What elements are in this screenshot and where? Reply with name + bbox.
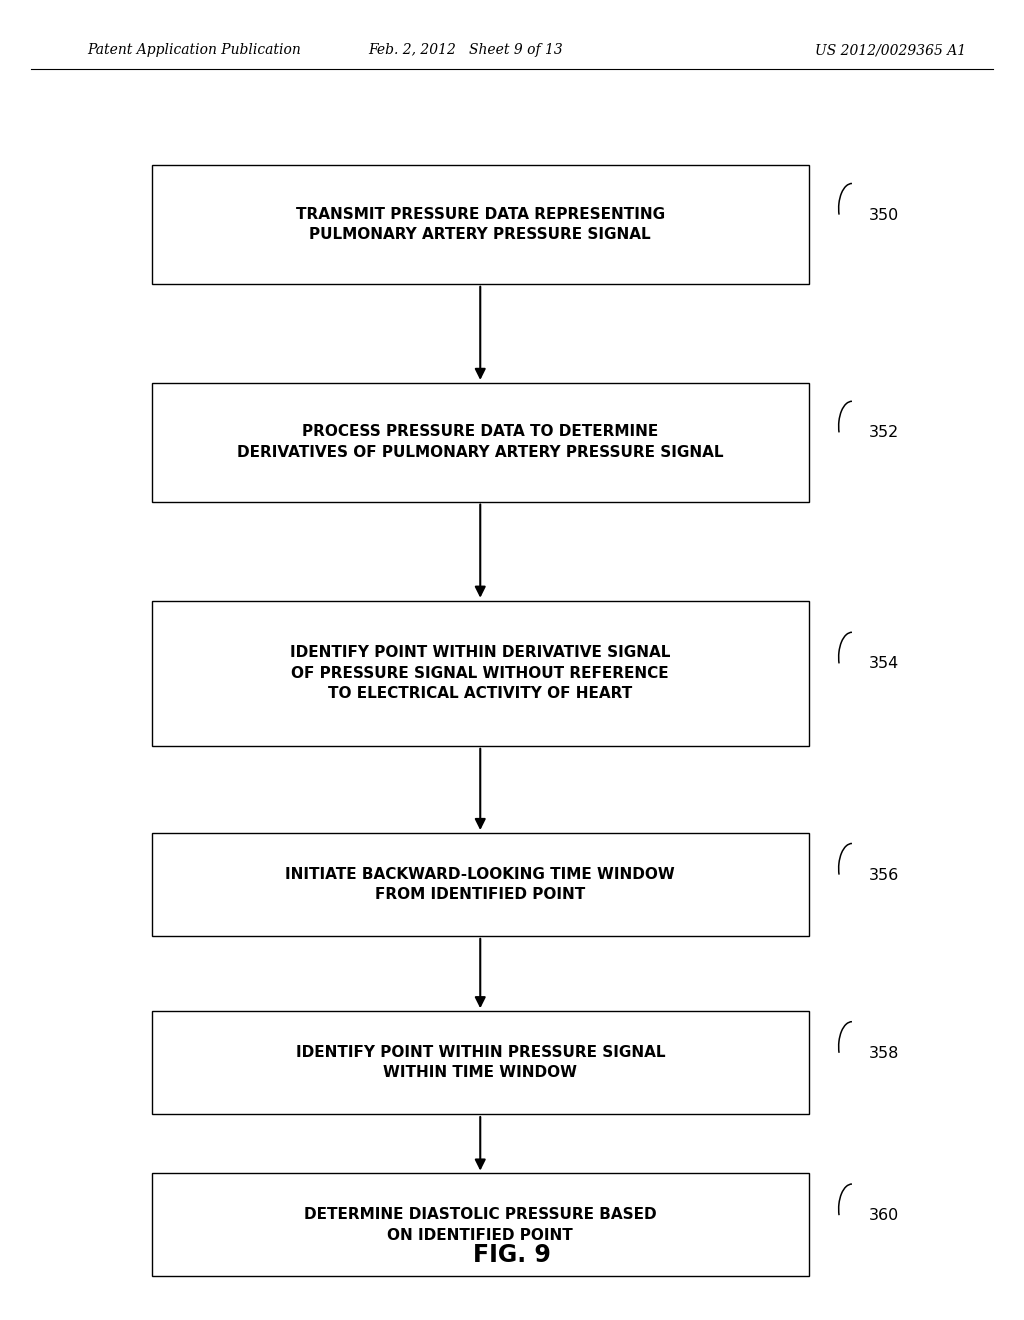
- Bar: [152, 165, 809, 284]
- FancyArrowPatch shape: [476, 504, 484, 595]
- Text: 358: 358: [868, 1045, 899, 1061]
- FancyArrowPatch shape: [476, 1117, 484, 1168]
- FancyArrowPatch shape: [476, 939, 484, 1006]
- Text: Patent Application Publication: Patent Application Publication: [87, 44, 301, 57]
- Bar: [152, 833, 809, 936]
- Text: DETERMINE DIASTOLIC PRESSURE BASED
ON IDENTIFIED POINT: DETERMINE DIASTOLIC PRESSURE BASED ON ID…: [304, 1208, 656, 1242]
- Text: 350: 350: [868, 207, 899, 223]
- Text: 360: 360: [868, 1208, 899, 1224]
- Bar: [152, 1011, 809, 1114]
- Text: PROCESS PRESSURE DATA TO DETERMINE
DERIVATIVES OF PULMONARY ARTERY PRESSURE SIGN: PROCESS PRESSURE DATA TO DETERMINE DERIV…: [237, 425, 724, 459]
- FancyArrowPatch shape: [476, 748, 484, 828]
- Text: 356: 356: [868, 867, 899, 883]
- Text: 352: 352: [868, 425, 899, 441]
- Bar: [152, 1173, 809, 1276]
- Text: FIG. 9: FIG. 9: [473, 1243, 551, 1267]
- Text: US 2012/0029365 A1: US 2012/0029365 A1: [815, 44, 967, 57]
- Text: IDENTIFY POINT WITHIN PRESSURE SIGNAL
WITHIN TIME WINDOW: IDENTIFY POINT WITHIN PRESSURE SIGNAL WI…: [296, 1045, 665, 1080]
- Bar: [152, 383, 809, 502]
- FancyArrowPatch shape: [476, 286, 484, 378]
- Text: INITIATE BACKWARD-LOOKING TIME WINDOW
FROM IDENTIFIED POINT: INITIATE BACKWARD-LOOKING TIME WINDOW FR…: [286, 867, 675, 902]
- Bar: [152, 601, 809, 746]
- Text: TRANSMIT PRESSURE DATA REPRESENTING
PULMONARY ARTERY PRESSURE SIGNAL: TRANSMIT PRESSURE DATA REPRESENTING PULM…: [296, 207, 665, 242]
- Text: 354: 354: [868, 656, 899, 672]
- Text: Feb. 2, 2012   Sheet 9 of 13: Feb. 2, 2012 Sheet 9 of 13: [369, 44, 563, 57]
- Text: IDENTIFY POINT WITHIN DERIVATIVE SIGNAL
OF PRESSURE SIGNAL WITHOUT REFERENCE
TO : IDENTIFY POINT WITHIN DERIVATIVE SIGNAL …: [290, 645, 671, 701]
